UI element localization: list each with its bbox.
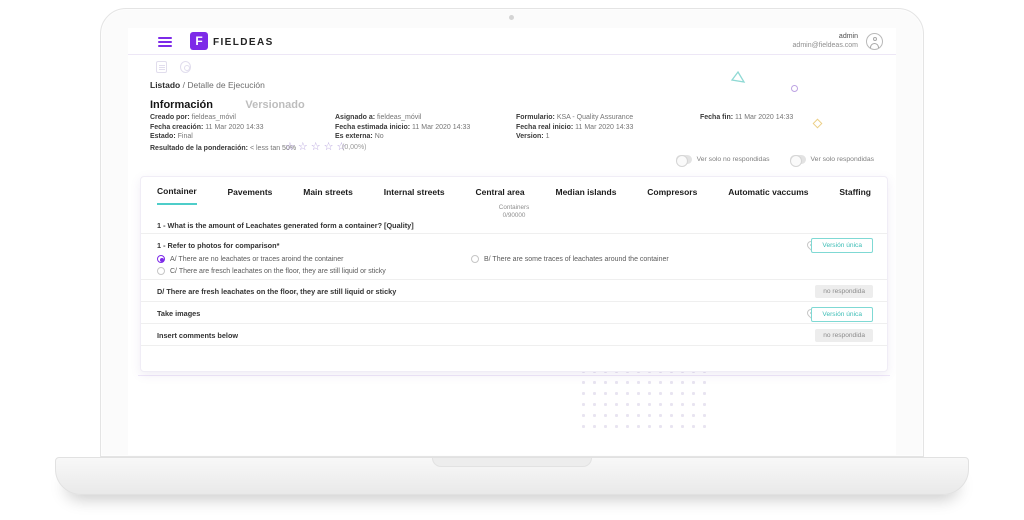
meta-value: No xyxy=(372,133,384,140)
meta-value: fieldeas_móvil xyxy=(189,114,236,121)
group-counter-title: Containers xyxy=(498,204,530,211)
questions-card: Container Pavements Main streets Interna… xyxy=(140,176,888,372)
question-title: Insert comments below xyxy=(157,331,239,340)
laptop-base-notch xyxy=(432,458,592,467)
radio-selected-icon[interactable] xyxy=(157,255,165,263)
question-title: D/ There are fresh leachates on the floo… xyxy=(157,287,397,296)
group-counter: Containers 0/90000 xyxy=(141,204,887,219)
meta-label: Fecha creación: xyxy=(150,123,204,131)
user-info: admin admin@fieldeas.com xyxy=(708,32,858,50)
radio-option-label: A/ There are no leachates or traces aroi… xyxy=(170,255,344,263)
brand-name: FIELDEAS xyxy=(213,37,274,48)
section-tab-median-islands[interactable]: Median islands xyxy=(555,187,617,197)
radio-unselected-icon[interactable] xyxy=(157,267,165,275)
question-row: Take images Versión única xyxy=(141,302,887,324)
star-rating[interactable]: ☆☆☆☆☆ xyxy=(285,141,350,153)
radio-option-c[interactable]: C/ There are fresch leachates on the flo… xyxy=(157,267,386,275)
laptop-screen: F FIELDEAS admin admin@fieldeas.com List… xyxy=(128,28,896,455)
toggle-switch-icon[interactable] xyxy=(789,154,806,167)
meta-value: Final xyxy=(175,133,193,140)
radio-unselected-icon[interactable] xyxy=(471,255,479,263)
breadcrumb: Listado / Detalle de Ejecución xyxy=(150,80,265,90)
contact-icon[interactable] xyxy=(180,61,191,73)
section-tab-internal-streets[interactable]: Internal streets xyxy=(383,187,445,197)
metadata-column-4: Fecha fin: 11 Mar 2020 14:33 xyxy=(700,113,793,123)
meta-label: Estado: xyxy=(150,133,176,140)
app-header xyxy=(128,28,896,55)
toggle-label: Ver solo no respondidas xyxy=(696,156,770,163)
decor-dot-grid xyxy=(578,366,712,428)
meta-value: fieldeas_móvil xyxy=(375,114,422,121)
user-name: admin xyxy=(838,33,858,40)
question-title: 1 - What is the amount of Leachates gene… xyxy=(157,221,414,230)
question-title: Take images xyxy=(157,309,201,318)
meta-value: 11 Mar 2020 14:33 xyxy=(203,123,264,131)
toggle-ver-solo-no-respondidas[interactable]: Ver solo no respondidas xyxy=(675,154,770,167)
meta-label: Fecha estimada inicio: xyxy=(335,123,411,131)
section-tab-container[interactable]: Container xyxy=(157,177,197,205)
fieldeas-logo-icon[interactable]: F xyxy=(190,32,208,50)
laptop-camera-dot xyxy=(509,15,514,20)
meta-value: 1 xyxy=(543,133,550,140)
meta-label: Fecha fin: xyxy=(700,114,734,121)
meta-value: 11 Mar 2020 14:33 xyxy=(410,123,471,131)
meta-value: 11 Mar 2020 14:33 xyxy=(733,114,794,121)
section-tab-central-area[interactable]: Central area xyxy=(475,187,525,197)
user-email: admin@fieldeas.com xyxy=(792,42,858,49)
section-tab-compresors[interactable]: Compresors xyxy=(647,187,698,197)
section-tab-automatic-vaccums[interactable]: Automatic vaccums xyxy=(728,187,809,197)
ponderacion-result: Resultado de la ponderación: < less tan … xyxy=(150,145,296,152)
meta-value: 11 Mar 2020 14:33 xyxy=(573,123,634,131)
decor-circle-icon xyxy=(791,85,798,92)
radio-option-label: C/ There are fresch leachates on the flo… xyxy=(170,267,386,275)
question-row: 1 - Refer to photos for comparison* Vers… xyxy=(141,234,887,280)
version-unica-button[interactable]: Versión única xyxy=(811,238,873,253)
status-badge: no respondida xyxy=(815,285,873,298)
metadata-column-3: Formulario: KSA - Quality Assurance Fech… xyxy=(516,113,633,142)
meta-label: Version: xyxy=(516,133,544,140)
toggle-switch-icon[interactable] xyxy=(675,154,692,167)
version-unica-button[interactable]: Versión única xyxy=(811,307,873,322)
question-row: Insert comments below no respondida xyxy=(141,324,887,346)
toggle-ver-solo-respondidas[interactable]: Ver solo respondidas xyxy=(789,154,874,167)
status-badge: no respondida xyxy=(815,329,873,342)
page-tabs: Información Versionado xyxy=(150,95,305,113)
meta-label: Creado por: xyxy=(150,114,190,121)
decor-diamond-icon xyxy=(812,118,823,129)
hamburger-menu-icon[interactable] xyxy=(158,37,172,47)
tab-informacion[interactable]: Información xyxy=(150,99,213,111)
breadcrumb-separator: / xyxy=(180,80,188,90)
tab-versionado[interactable]: Versionado xyxy=(245,99,305,111)
question-row: 1 - What is the amount of Leachates gene… xyxy=(141,215,887,234)
radio-option-a[interactable]: A/ There are no leachates or traces aroi… xyxy=(157,255,343,263)
ponderacion-label: Resultado de la ponderación: xyxy=(150,145,249,152)
meta-label: Es externa: xyxy=(335,133,373,140)
section-tab-staffing[interactable]: Staffing xyxy=(839,187,871,197)
meta-label: Fecha real inicio: xyxy=(516,123,574,131)
meta-label: Asignado a: xyxy=(335,114,376,121)
group-counter-count: 0/90000 xyxy=(502,211,526,219)
user-avatar-icon[interactable] xyxy=(866,33,883,50)
breadcrumb-current: Detalle de Ejecución xyxy=(187,80,265,90)
radio-option-b[interactable]: B/ There are some traces of leachates ar… xyxy=(471,255,669,263)
meta-value: KSA - Quality Assurance xyxy=(554,114,634,121)
ponderacion-value: < less tan 50% xyxy=(248,145,297,152)
decor-divider-line xyxy=(138,375,890,376)
filter-toggles: Ver solo no respondidas Ver solo respond… xyxy=(568,154,874,167)
decor-triangle-icon xyxy=(730,70,746,83)
toggle-label: Ver solo respondidas xyxy=(810,156,874,163)
radio-option-label: B/ There are some traces of leachates ar… xyxy=(484,255,669,263)
metadata-column-1: Creado por: fieldeas_móvil Fecha creació… xyxy=(150,113,264,142)
section-tab-main-streets[interactable]: Main streets xyxy=(303,187,353,197)
ponderacion-percent: (0,00%) xyxy=(342,144,367,151)
metadata-column-2: Asignado a: fieldeas_móvil Fecha estimad… xyxy=(335,113,470,142)
meta-label: Formulario: xyxy=(516,114,555,121)
section-tab-bar: Container Pavements Main streets Interna… xyxy=(141,177,887,205)
question-row: D/ There are fresh leachates on the floo… xyxy=(141,280,887,302)
document-icon[interactable] xyxy=(156,61,167,73)
question-title: 1 - Refer to photos for comparison* xyxy=(157,241,280,250)
section-tab-pavements[interactable]: Pavements xyxy=(227,187,273,197)
breadcrumb-root[interactable]: Listado xyxy=(150,80,181,90)
